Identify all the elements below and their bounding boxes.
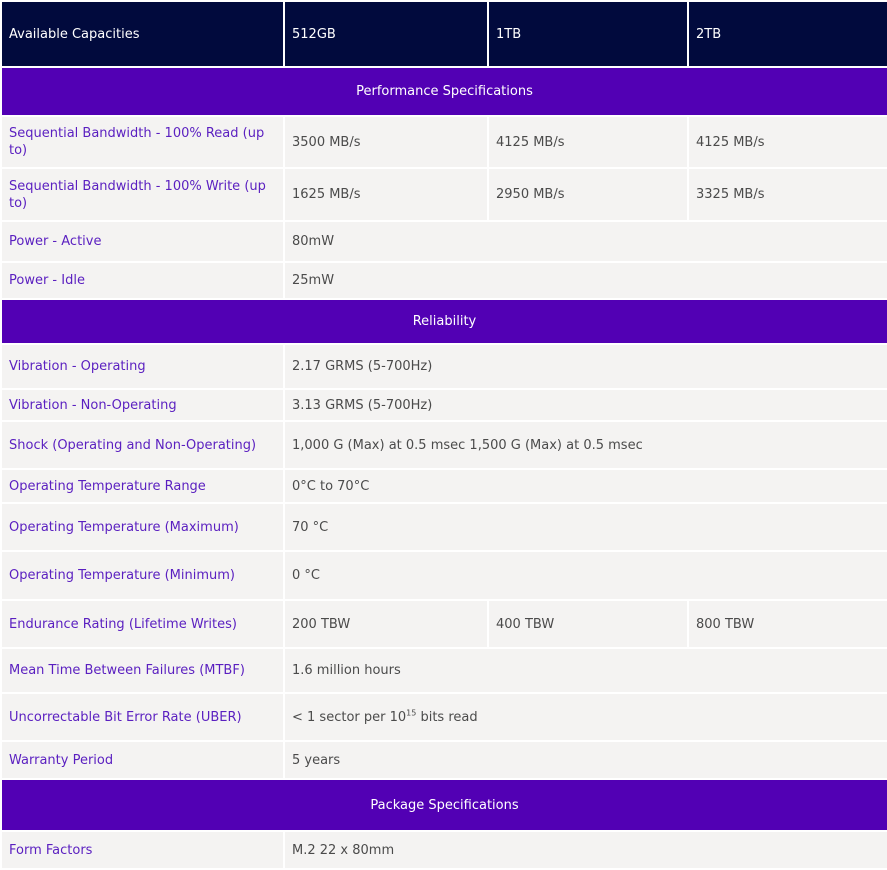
row-label: Endurance Rating (Lifetime Writes) xyxy=(0,599,285,649)
table-row: Endurance Rating (Lifetime Writes) 200 T… xyxy=(0,599,887,649)
row-label: Operating Temperature (Minimum) xyxy=(0,550,285,601)
row-value: 4125 MB/s xyxy=(687,115,887,169)
row-value: 25mW xyxy=(283,261,887,300)
section-title: Reliability xyxy=(0,298,887,345)
table-row: Vibration - Non-Operating 3.13 GRMS (5-70… xyxy=(0,388,887,422)
table-row: Form Factors M.2 22 x 80mm xyxy=(0,830,887,870)
table-row: Mean Time Between Failures (MTBF) 1.6 mil… xyxy=(0,647,887,694)
row-value: 70 °C xyxy=(283,502,887,552)
row-value: 1,000 G (Max) at 0.5 msec 1,500 G (Max) … xyxy=(283,420,887,470)
row-value: < 1 sector per 1015 bits read xyxy=(283,692,887,742)
section-header: Package Specifications xyxy=(0,778,887,832)
row-label: Sequential Bandwidth - 100% Read (up to) xyxy=(0,115,285,169)
table-row: Operating Temperature (Minimum) 0 °C xyxy=(0,550,887,601)
row-label: Form Factors xyxy=(0,830,285,870)
row-value: 0 °C xyxy=(283,550,887,601)
table-row: Shock (Operating and Non-Operating) 1,000… xyxy=(0,420,887,470)
table-row: Sequential Bandwidth - 100% Read (up to)… xyxy=(0,115,887,169)
uber-post: bits read xyxy=(416,709,478,725)
row-label: Operating Temperature (Maximum) xyxy=(0,502,285,552)
row-value: 400 TBW xyxy=(487,599,689,649)
section-title: Package Specifications xyxy=(0,778,887,832)
row-value: 1.6 million hours xyxy=(283,647,887,694)
row-value: M.2 22 x 80mm xyxy=(283,830,887,870)
row-label: Warranty Period xyxy=(0,740,285,780)
row-label: Shock (Operating and Non-Operating) xyxy=(0,420,285,470)
row-value: 2950 MB/s xyxy=(487,167,689,222)
table-row: Operating Temperature (Maximum) 70 °C xyxy=(0,502,887,552)
row-label: Uncorrectable Bit Error Rate (UBER) xyxy=(0,692,285,742)
row-value: 80mW xyxy=(283,220,887,263)
row-value: 5 years xyxy=(283,740,887,780)
row-label: Sequential Bandwidth - 100% Write (up to… xyxy=(0,167,285,222)
row-label: Power - Idle xyxy=(0,261,285,300)
row-value: 0°C to 70°C xyxy=(283,468,887,504)
section-header: Reliability xyxy=(0,298,887,345)
row-label: Vibration - Operating xyxy=(0,343,285,390)
section-title: Performance Specifications xyxy=(0,66,887,117)
capacity-2tb: 2TB xyxy=(687,0,887,68)
row-value: 3.13 GRMS (5-700Hz) xyxy=(283,388,887,422)
table-row: Warranty Period 5 years xyxy=(0,740,887,780)
table-row: Sequential Bandwidth - 100% Write (up to… xyxy=(0,167,887,222)
capacities-header-row: Available Capacities 512GB 1TB 2TB xyxy=(0,0,887,68)
capacity-512gb: 512GB xyxy=(283,0,489,68)
row-label: Vibration - Non-Operating xyxy=(0,388,285,422)
row-label: Mean Time Between Failures (MTBF) xyxy=(0,647,285,694)
row-value: 800 TBW xyxy=(687,599,887,649)
table-row: Power - Active 80mW xyxy=(0,220,887,263)
row-value: 3325 MB/s xyxy=(687,167,887,222)
row-value: 200 TBW xyxy=(283,599,489,649)
table-row: Operating Temperature Range 0°C to 70°C xyxy=(0,468,887,504)
table-row: Power - Idle 25mW xyxy=(0,261,887,300)
uber-exponent: 15 xyxy=(406,708,417,718)
header-label: Available Capacities xyxy=(0,0,285,68)
uber-pre: < 1 sector per 10 xyxy=(292,709,407,725)
row-value: 1625 MB/s xyxy=(283,167,489,222)
row-value: 3500 MB/s xyxy=(283,115,489,169)
row-label: Power - Active xyxy=(0,220,285,263)
table-row: Uncorrectable Bit Error Rate (UBER) < 1 s… xyxy=(0,692,887,742)
row-label: Operating Temperature Range xyxy=(0,468,285,504)
table-row: Vibration - Operating 2.17 GRMS (5-700Hz) xyxy=(0,343,887,390)
row-value: 2.17 GRMS (5-700Hz) xyxy=(283,343,887,390)
row-value: 4125 MB/s xyxy=(487,115,689,169)
section-header: Performance Specifications xyxy=(0,66,887,117)
capacity-1tb: 1TB xyxy=(487,0,689,68)
